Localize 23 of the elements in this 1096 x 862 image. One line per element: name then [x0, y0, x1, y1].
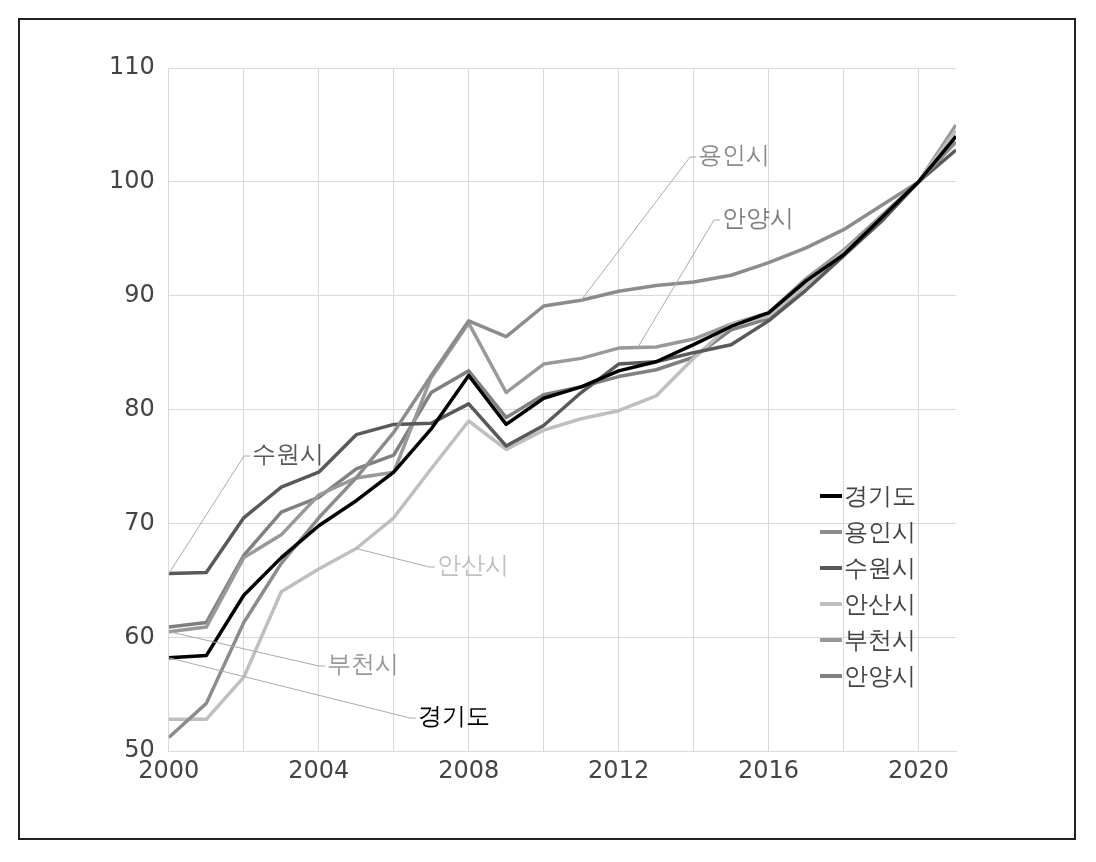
annotation: 용인시: [698, 141, 770, 170]
annotation: 안산시: [437, 551, 509, 580]
legend-label: 용인시: [844, 517, 916, 548]
x-tick-label: 2016: [738, 755, 800, 784]
annotation: 수원시: [252, 440, 324, 469]
y-tick-label: 110: [109, 52, 155, 81]
legend-label: 경기도: [844, 481, 916, 512]
legend-label: 안산시: [844, 589, 916, 620]
x-tick-label: 2020: [887, 755, 950, 784]
x-tick-label: 2012: [588, 755, 650, 784]
x-tick-label: 2004: [288, 755, 350, 784]
legend-label: 수원시: [844, 553, 916, 584]
y-tick-label: 60: [124, 621, 155, 650]
legend-label: 부천시: [844, 625, 916, 656]
annotation: 부천시: [327, 650, 399, 679]
x-tick-label: 2008: [438, 755, 500, 784]
annotation: 안양시: [722, 204, 794, 233]
y-tick-label: 90: [124, 279, 155, 308]
legend-label: 안양시: [844, 661, 916, 692]
annotation: 경기도: [418, 702, 490, 731]
y-tick-label: 80: [124, 393, 155, 422]
y-tick-label: 100: [109, 166, 155, 195]
y-tick-label: 70: [124, 507, 155, 536]
